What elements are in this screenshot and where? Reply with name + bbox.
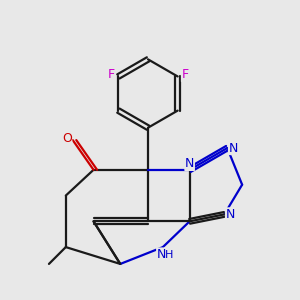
Text: F: F — [182, 68, 189, 82]
Text: N: N — [157, 248, 166, 261]
Text: H: H — [165, 250, 174, 260]
Text: O: O — [62, 132, 72, 145]
Text: N: N — [185, 158, 194, 170]
Text: N: N — [226, 208, 235, 221]
Text: F: F — [107, 68, 115, 82]
Text: N: N — [229, 142, 238, 154]
